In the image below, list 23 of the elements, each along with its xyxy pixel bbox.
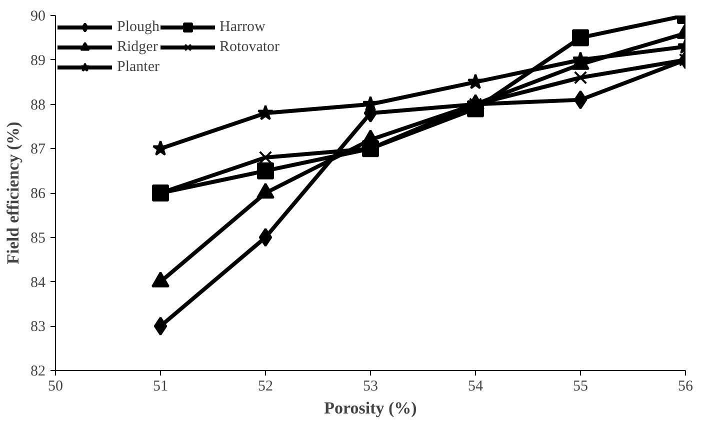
legend-label: Planter: [117, 58, 160, 76]
x-tick-label: 56: [678, 378, 694, 394]
y-tick-label: 85: [30, 230, 46, 246]
legend-label: Ridger: [117, 38, 158, 56]
x-tick-label: 51: [153, 378, 168, 394]
x-tick-label: 50: [48, 378, 63, 394]
y-tick-label: 90: [30, 8, 46, 24]
x-tick-label: 55: [573, 378, 588, 394]
y-tick-label: 84: [30, 274, 46, 291]
x-tick-label: 54: [468, 378, 484, 394]
legend-label: Rotovator: [220, 38, 280, 56]
y-tick-label: 87: [30, 142, 46, 158]
legend-label: Plough: [117, 18, 160, 36]
legend-label: Harrow: [220, 18, 266, 36]
x-tick-label: 53: [363, 378, 378, 394]
y-tick-label: 89: [30, 52, 46, 69]
y-tick-label: 83: [30, 319, 46, 336]
y-tick-label: 88: [30, 97, 46, 114]
x-tick-label: 52: [258, 378, 273, 394]
y-tick-label: 82: [30, 364, 46, 380]
y-axis-title: Field efficiency (%): [4, 122, 22, 264]
x-axis-title: Porosity (%): [324, 398, 417, 418]
y-tick-label: 86: [30, 186, 46, 202]
